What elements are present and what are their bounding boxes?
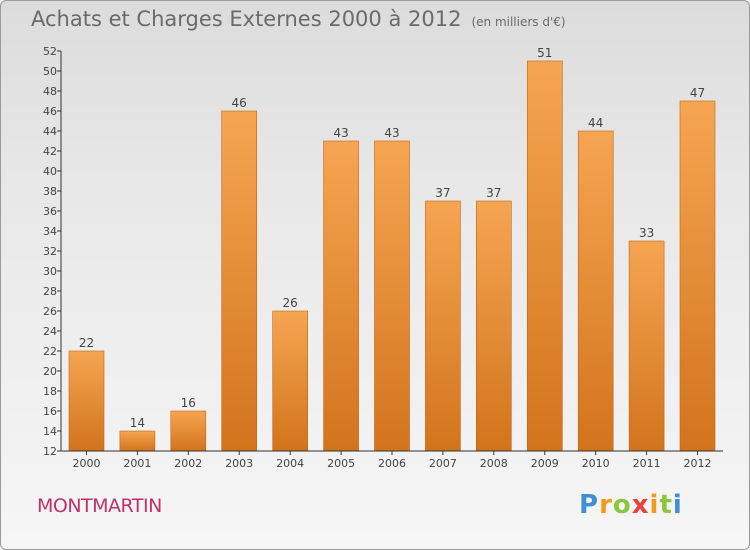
y-tick-label: 34: [43, 225, 57, 238]
proxiti-logo: Proxiti: [579, 490, 683, 520]
data-label-2011: 33: [639, 226, 654, 240]
y-tick-label: 20: [43, 365, 57, 378]
bar-2011: [628, 240, 665, 452]
x-tick-label-2009: 2009: [531, 457, 559, 470]
y-tick-label: 52: [43, 45, 57, 58]
data-label-2002: 16: [181, 396, 196, 410]
y-tick-label: 36: [43, 205, 57, 218]
y-tick-label: 24: [43, 325, 57, 338]
y-tick-label: 46: [43, 105, 57, 118]
y-tick-label: 26: [43, 305, 57, 318]
y-tick-label: 22: [43, 345, 57, 358]
x-tick-label-2008: 2008: [480, 457, 508, 470]
data-label-2008: 37: [486, 186, 501, 200]
x-axis: 2000 2001 2002 2003 2004 2005 2006 2007 2008 2009…: [61, 450, 723, 470]
x-tick-label-2002: 2002: [174, 457, 202, 470]
data-label-2007: 37: [435, 186, 450, 200]
x-tick-label-2004: 2004: [276, 457, 304, 470]
x-tick-label-2003: 2003: [225, 457, 253, 470]
bar-2006: [374, 140, 410, 452]
data-label-2000: 22: [79, 336, 94, 350]
x-tick-label-2010: 2010: [582, 457, 610, 470]
y-tick-label: 12: [43, 445, 57, 458]
x-tick-label-2006: 2006: [378, 457, 406, 470]
data-label-2006: 43: [384, 126, 399, 140]
chart-title: Achats et Charges Externes 2000 à 2012: [31, 7, 462, 31]
bar-2002: [170, 410, 207, 452]
x-tick-label-2005: 2005: [327, 457, 355, 470]
data-label-2009: 51: [537, 46, 552, 60]
data-label-2004: 26: [283, 296, 298, 310]
data-label-2001: 14: [130, 416, 145, 430]
chart-title-row: Achats et Charges Externes 2000 à 2012 (e…: [31, 7, 566, 31]
y-tick-label: 32: [43, 245, 57, 258]
bar-2003: [221, 110, 257, 452]
y-tick-label: 30: [43, 265, 57, 278]
bar-2009: [526, 60, 563, 452]
bar-2004: [272, 310, 309, 452]
y-tick-label: 44: [43, 125, 57, 138]
y-tick-label: 38: [43, 185, 57, 198]
data-label-2003: 46: [232, 96, 247, 110]
y-tick-label: 14: [43, 425, 57, 438]
bars: 22 14 16 46 26 43 43 37 37 51 44 33 47: [68, 46, 716, 452]
data-label-2010: 44: [588, 116, 603, 130]
x-tick-label-2001: 2001: [123, 457, 151, 470]
y-tick-label: 50: [43, 65, 57, 78]
y-tick-label: 18: [43, 385, 57, 398]
y-tick-label: 48: [43, 85, 57, 98]
data-label-2012: 47: [690, 86, 705, 100]
y-tick-label: 28: [43, 285, 57, 298]
x-tick-label-2011: 2011: [633, 457, 661, 470]
y-tick-label: 42: [43, 145, 57, 158]
data-label-2005: 43: [333, 126, 348, 140]
bar-2007: [425, 200, 461, 452]
y-tick-label: 40: [43, 165, 57, 178]
bar-2000: [68, 350, 105, 452]
bar-2008: [475, 200, 512, 452]
x-tick-label-2012: 2012: [684, 457, 712, 470]
y-tick-label: 16: [43, 405, 57, 418]
bar-2010: [577, 130, 614, 452]
x-tick-label-2000: 2000: [73, 457, 101, 470]
y-axis: 12 14 16 18 20 22 24 26 28 30 32 34 36 38 40 42 44 46 48 50…: [43, 45, 62, 458]
x-tick-label-2007: 2007: [429, 457, 457, 470]
chart-unit: (en milliers d'€): [471, 15, 566, 29]
commune-name: MONTMARTIN: [37, 495, 162, 517]
bar-2005: [323, 140, 359, 452]
bar-2001: [119, 430, 156, 452]
bar-2012: [679, 100, 716, 452]
